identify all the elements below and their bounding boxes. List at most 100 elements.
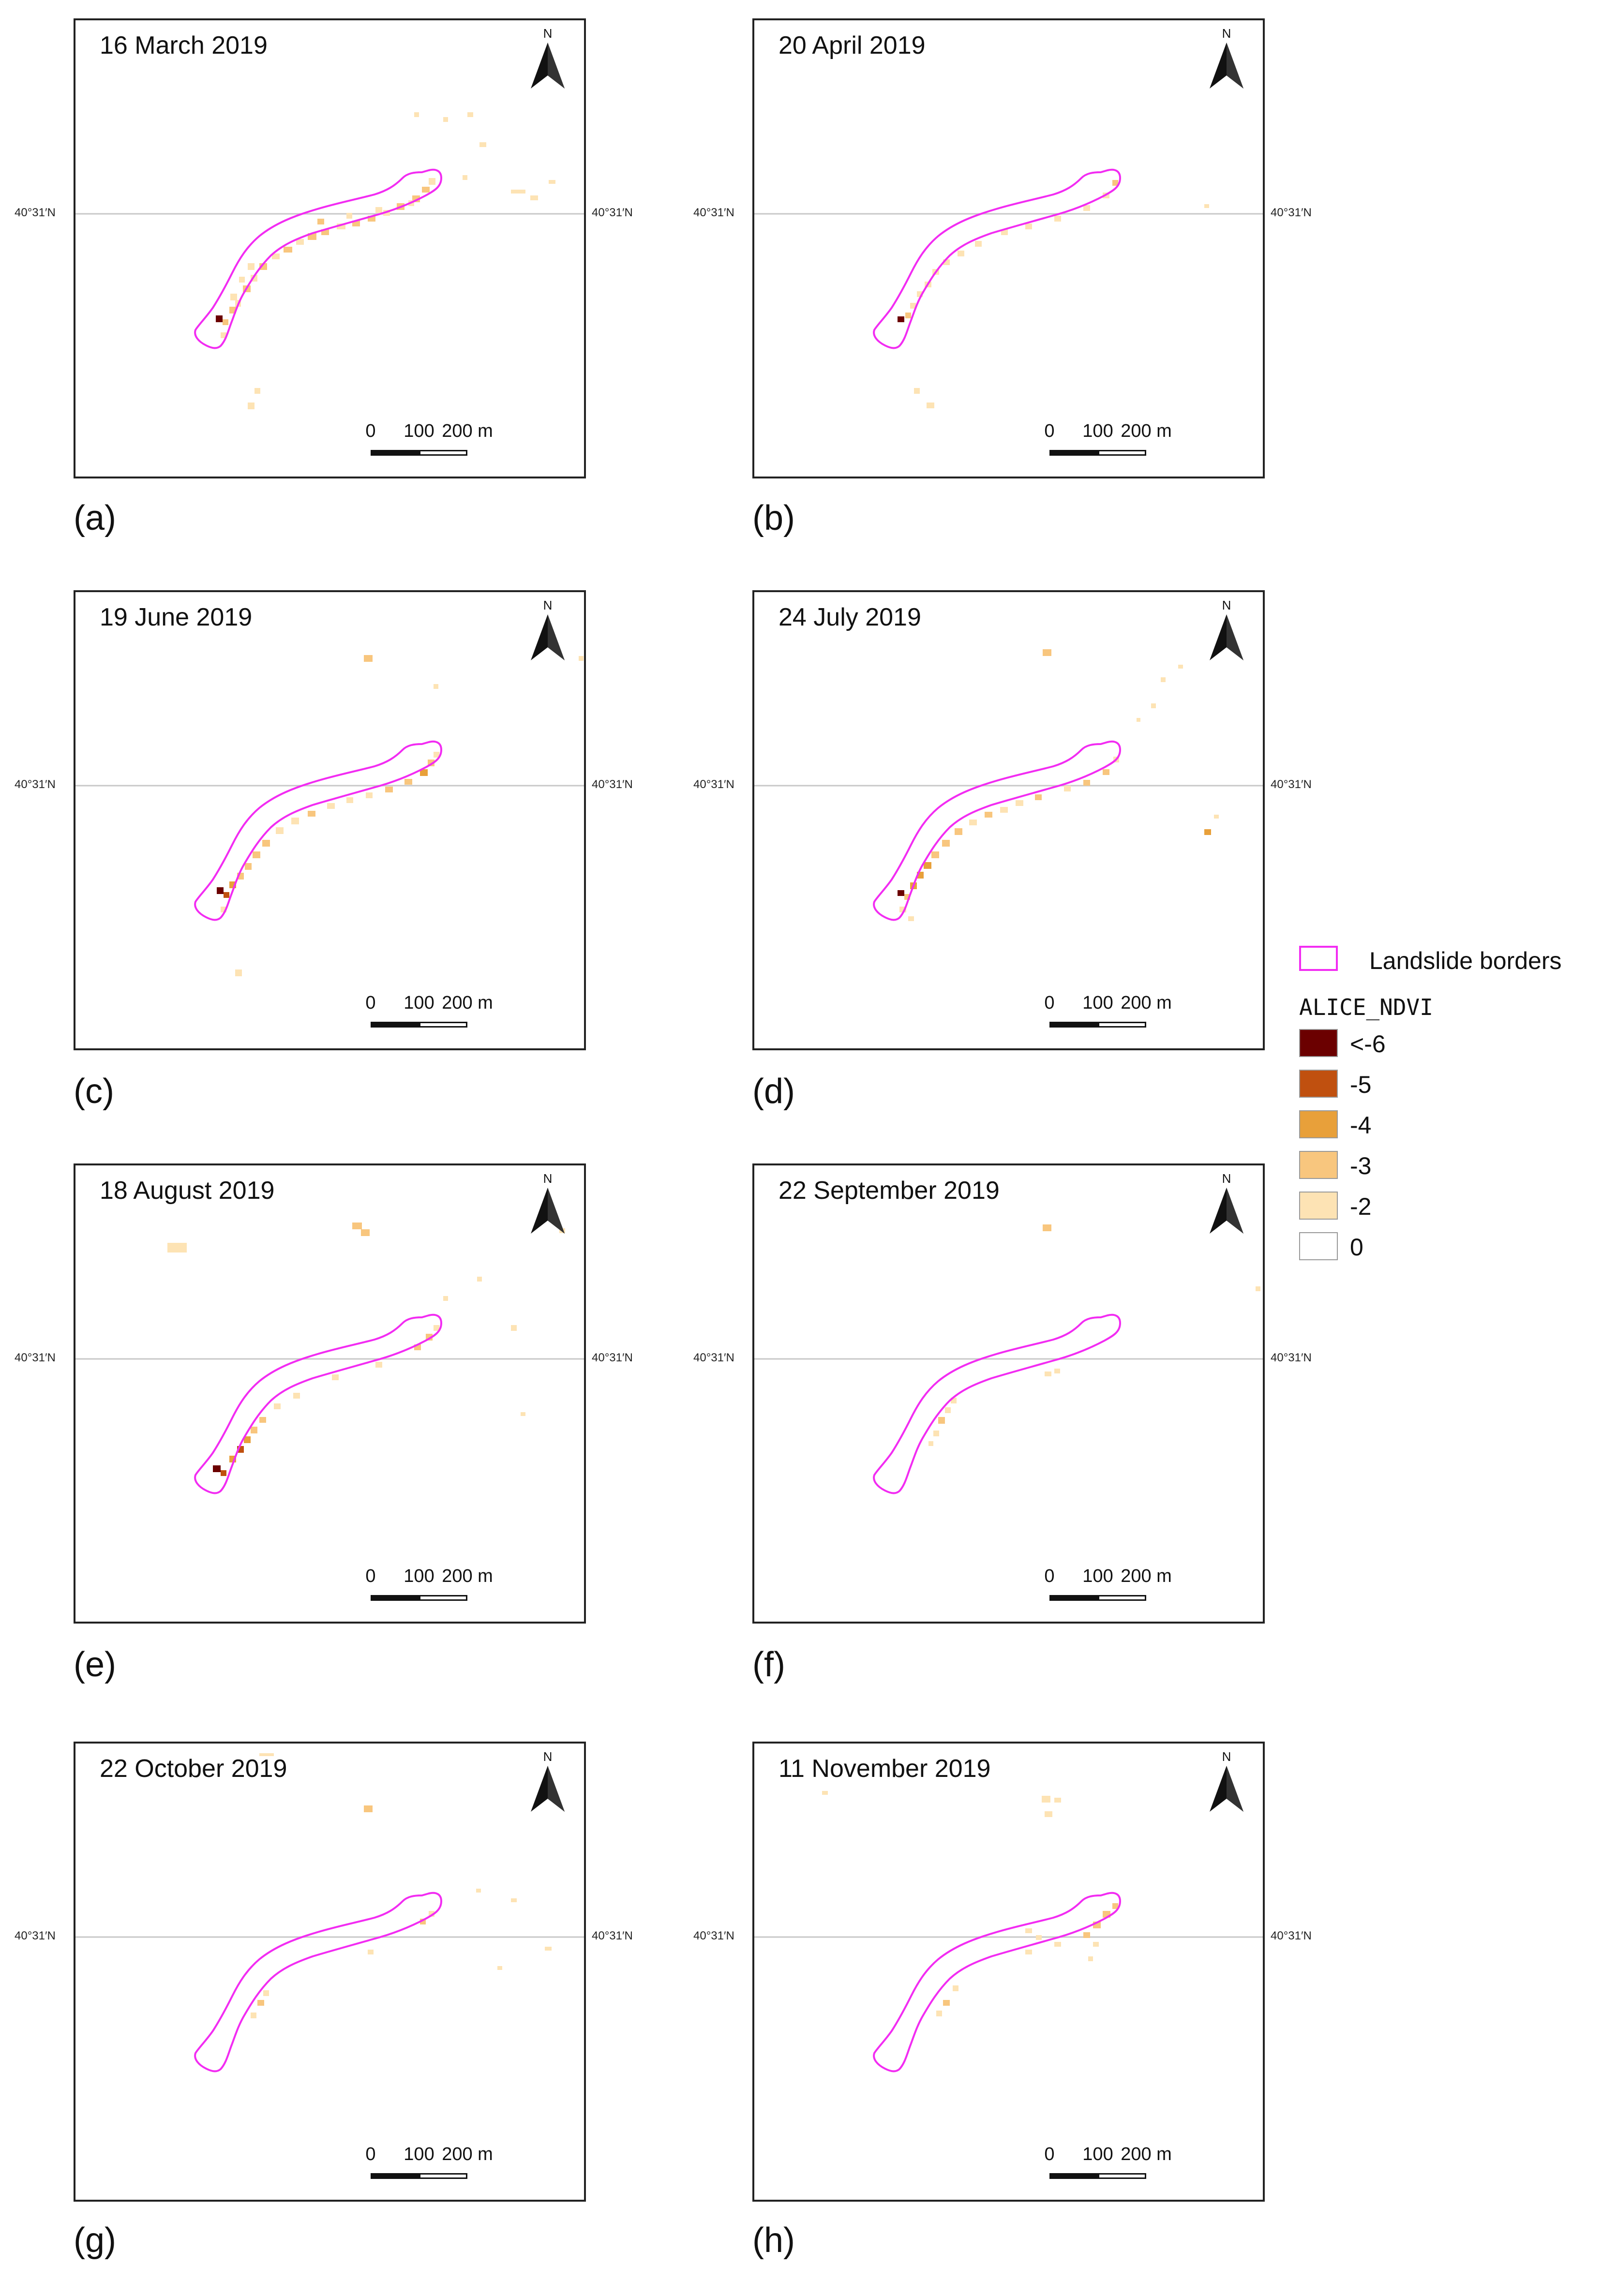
north-label: N	[1222, 26, 1231, 41]
ndvi-cell	[221, 332, 226, 338]
scale-bar: 0 100 200 m	[365, 1566, 493, 1610]
ndvi-cell	[255, 388, 260, 394]
map-panel-h: 11 November 2019 N 0 100 200 m	[752, 1742, 1265, 2202]
scale-bar-graphic	[1049, 450, 1146, 456]
scale-label-0: 0	[1044, 2144, 1055, 2164]
scale-label-100: 100	[404, 1566, 434, 1586]
ndvi-cell	[429, 178, 435, 185]
panel-letter: (a)	[74, 499, 116, 537]
ndvi-cell	[422, 187, 430, 193]
legend-label: -4	[1350, 1112, 1372, 1139]
ndvi-cell	[317, 219, 324, 224]
map-date: 19 June 2019	[100, 603, 253, 631]
scale-bar: 0 100 200 m	[365, 421, 493, 464]
ndvi-cell	[1054, 1942, 1061, 1947]
ndvi-cell	[822, 1791, 828, 1795]
ndvi-cell	[259, 1753, 274, 1756]
ndvi-cell	[1256, 1286, 1260, 1291]
map-canvas	[75, 1223, 584, 1494]
map-canvas	[75, 655, 584, 976]
ndvi-cell	[167, 1243, 187, 1252]
ndvi-cell	[898, 890, 904, 896]
ndvi-cell	[945, 1407, 951, 1413]
ndvi-cell	[420, 769, 428, 776]
ndvi-cell	[511, 190, 525, 194]
north-arrow-shape	[1210, 1766, 1243, 1812]
ndvi-cell	[276, 827, 284, 834]
scale-label-100: 100	[404, 2144, 434, 2164]
ndvi-cell	[1025, 1950, 1032, 1954]
ndvi-cell	[477, 1277, 482, 1282]
latitude-label-right: 40°31′N	[592, 1351, 633, 1364]
north-label: N	[543, 598, 553, 612]
landslide-border	[873, 740, 1122, 921]
ndvi-cell	[434, 684, 438, 689]
ndvi-cell	[263, 1990, 269, 1996]
latitude-label-left: 40°31′N	[693, 778, 734, 791]
latitude-label-right: 40°31′N	[1271, 1351, 1312, 1364]
ndvi-cell	[223, 319, 228, 325]
ndvi-cell	[361, 1229, 370, 1236]
map-canvas	[754, 649, 1263, 921]
latitude-label-right: 40°31′N	[592, 778, 633, 791]
scale-bar-graphic	[1049, 1022, 1146, 1028]
scale-label-200: 200 m	[1121, 2144, 1172, 2164]
scale-label-200: 200 m	[442, 421, 493, 441]
ndvi-cell	[293, 1393, 300, 1399]
latitude-label-left: 40°31′N	[15, 778, 56, 791]
ndvi-cell	[958, 251, 964, 256]
ndvi-cell	[511, 1898, 517, 1902]
map-panel-e: 18 August 2019 N 0 100 200 m	[74, 1163, 586, 1624]
map-date: 22 October 2019	[100, 1755, 287, 1783]
ndvi-cell	[217, 887, 224, 894]
ndvi-cell	[1064, 786, 1071, 791]
ndvi-cell	[346, 797, 353, 803]
ndvi-cell	[1112, 1903, 1118, 1909]
ndvi-cell	[1083, 780, 1090, 786]
scale-label-100: 100	[1082, 1566, 1113, 1586]
ndvi-cell	[549, 180, 555, 184]
scale-label-200: 200 m	[1121, 993, 1172, 1013]
panel-letter: (g)	[74, 2221, 116, 2260]
ndvi-cell	[434, 752, 439, 758]
legend-label: -3	[1350, 1152, 1372, 1179]
ndvi-cell	[251, 1427, 257, 1433]
ndvi-cell	[1083, 1932, 1090, 1938]
ndvi-cell	[908, 916, 914, 921]
ndvi-cell	[352, 1223, 362, 1229]
latitude-label-left: 40°31′N	[693, 206, 734, 219]
map-panel-c: 19 June 2019 N 0 100 200 m	[74, 590, 586, 1050]
ndvi-cell	[943, 2000, 950, 2006]
ndvi-cell	[1054, 1369, 1060, 1373]
ndvi-cell	[953, 1985, 958, 1991]
north-arrow-shape	[531, 1766, 565, 1812]
north-label: N	[543, 1749, 553, 1764]
ndvi-cell	[924, 862, 931, 869]
ndvi-cell	[366, 792, 373, 798]
ndvi-cell	[368, 1950, 374, 1954]
ndvi-cell	[221, 1470, 226, 1476]
ndvi-cell	[308, 811, 315, 817]
legend-label: -2	[1350, 1193, 1372, 1220]
ndvi-cell	[476, 1889, 481, 1893]
scale-bar-graphic	[371, 1595, 467, 1601]
latitude-label-right: 40°31′N	[1271, 778, 1312, 791]
north-label: N	[543, 26, 553, 41]
scale-label-100: 100	[1082, 993, 1113, 1013]
ndvi-cell	[284, 247, 292, 253]
scale-bar: 0 100 200 m	[1044, 1566, 1172, 1610]
ndvi-cell	[1214, 815, 1219, 819]
ndvi-cell	[296, 239, 304, 245]
scale-bar: 0 100 200 m	[1044, 993, 1172, 1036]
ndvi-cell	[239, 277, 245, 283]
north-label: N	[1222, 598, 1231, 612]
scale-label-100: 100	[404, 993, 434, 1013]
ndvi-cell	[257, 2000, 264, 2006]
scale-bar-graphic	[371, 450, 467, 456]
legend-title: ALICE_NDVI	[1299, 994, 1433, 1020]
ndvi-cell	[253, 851, 260, 858]
north-arrow-shape	[531, 43, 565, 89]
landslide-border	[194, 1313, 443, 1494]
ndvi-cell	[213, 1465, 221, 1472]
ndvi-cell	[245, 863, 252, 870]
